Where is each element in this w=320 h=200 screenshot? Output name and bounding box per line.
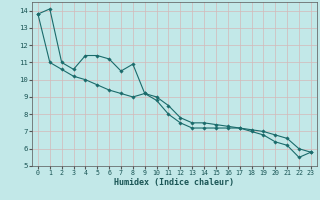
X-axis label: Humidex (Indice chaleur): Humidex (Indice chaleur) — [115, 178, 234, 187]
